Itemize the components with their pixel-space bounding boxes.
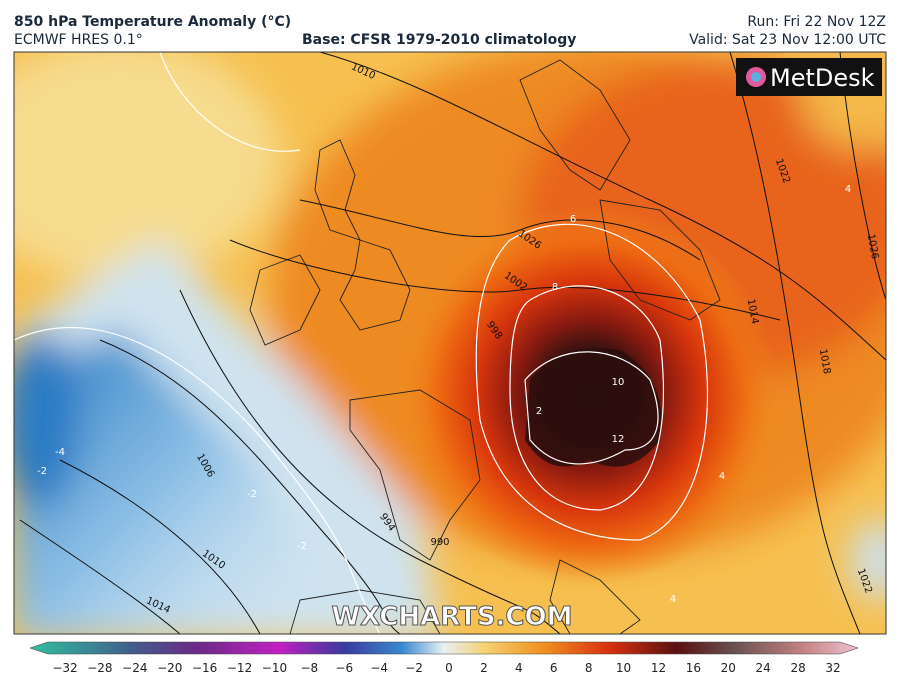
- run: Run: Fri 22 Nov 12Z: [747, 14, 886, 30]
- colorbar-tick-label: −20: [157, 661, 182, 675]
- anomaly-label: 10: [612, 377, 625, 388]
- anomaly-contours: [14, 52, 709, 634]
- colorbar-tick-label: −28: [87, 661, 112, 675]
- colorbar-tick-label: 20: [721, 661, 736, 675]
- coastlines: [249, 59, 721, 634]
- colorbar-tick-label: −12: [227, 661, 252, 675]
- colorbar-tick-label: −10: [262, 661, 287, 675]
- anomaly-label: 4: [719, 471, 725, 482]
- anomaly-label: 8: [552, 282, 558, 293]
- anomaly-label: 2: [536, 406, 542, 417]
- colorbar-tick-label: 0: [445, 661, 453, 675]
- colorbar-tick-label: 16: [686, 661, 701, 675]
- isobar-label: 1018: [817, 348, 832, 375]
- anomaly-label: 4: [670, 594, 676, 605]
- colorbar-tick-label: 8: [585, 661, 593, 675]
- watermark: WXCHARTS.COM: [331, 602, 572, 632]
- colorbar-tick-label: 2: [480, 661, 488, 675]
- colorbar-tick-label: 10: [616, 661, 631, 675]
- logo-icon-inner: [751, 72, 761, 82]
- colorbar-tick-label: −32: [52, 661, 77, 675]
- isobar-label: 1026: [865, 233, 880, 260]
- colorbar-tick-label: −2: [405, 661, 423, 675]
- colorbar: [29, 641, 859, 655]
- anomaly-label: -2: [247, 489, 257, 500]
- anomaly-label: -2: [297, 541, 307, 552]
- isobar-label: 1014: [745, 298, 760, 325]
- anomaly-label: -4: [55, 447, 65, 458]
- map-frame: [13, 51, 887, 635]
- colorbar-tick-label: −6: [335, 661, 353, 675]
- colorbar-tick-label: −24: [122, 661, 147, 675]
- colorbar-tick-label: 12: [651, 661, 666, 675]
- colorbar-tick-label: −16: [192, 661, 217, 675]
- title: 850 hPa Temperature Anomaly (°C): [14, 14, 291, 30]
- isobar-label: 990: [430, 537, 449, 548]
- colorbar-tick-label: 28: [790, 661, 805, 675]
- base: Base: CFSR 1979-2010 climatology: [302, 32, 576, 48]
- valid: Valid: Sat 23 Nov 12:00 UTC: [689, 32, 886, 48]
- colorbar-tick-label: 32: [825, 661, 840, 675]
- logo: MetDesk: [770, 64, 875, 92]
- map: [14, 52, 886, 634]
- colorbar-tick-label: 4: [515, 661, 523, 675]
- colorbar-tick-label: 24: [756, 661, 771, 675]
- colorbar-tick-label: 6: [550, 661, 558, 675]
- model: ECMWF HRES 0.1°: [14, 32, 143, 48]
- colorbar-tick-label: −8: [301, 661, 319, 675]
- anomaly-label: 6: [570, 214, 576, 225]
- anomaly-label: 12: [612, 434, 625, 445]
- anomaly-label: 4: [845, 184, 851, 195]
- colorbar-tick-label: −4: [370, 661, 388, 675]
- anomaly-label: -2: [37, 466, 47, 477]
